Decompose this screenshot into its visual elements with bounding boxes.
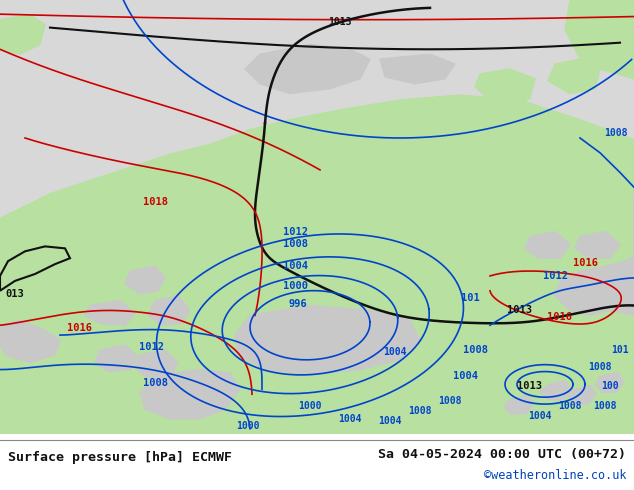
Text: 1008: 1008 xyxy=(462,345,488,355)
Polygon shape xyxy=(125,266,165,294)
Text: 101: 101 xyxy=(611,345,629,355)
Text: 1004: 1004 xyxy=(339,414,362,424)
Text: 1000: 1000 xyxy=(298,401,321,411)
Polygon shape xyxy=(0,274,95,340)
Text: 1016: 1016 xyxy=(548,312,573,322)
Text: 100: 100 xyxy=(601,381,619,392)
Polygon shape xyxy=(495,360,620,414)
Text: 1008: 1008 xyxy=(604,128,628,138)
Polygon shape xyxy=(0,0,634,217)
Text: Surface pressure [hPa] ECMWF: Surface pressure [hPa] ECMWF xyxy=(8,451,232,465)
Text: 101: 101 xyxy=(461,293,479,303)
Polygon shape xyxy=(525,232,570,258)
Text: 1013: 1013 xyxy=(328,17,352,26)
Polygon shape xyxy=(515,143,634,256)
Text: 1016: 1016 xyxy=(573,258,597,268)
Polygon shape xyxy=(540,380,572,400)
Text: 1008: 1008 xyxy=(143,378,167,389)
Polygon shape xyxy=(0,242,65,286)
Polygon shape xyxy=(235,306,420,374)
Polygon shape xyxy=(575,232,620,258)
Text: ©weatheronline.co.uk: ©weatheronline.co.uk xyxy=(484,469,626,483)
Text: 996: 996 xyxy=(288,298,307,309)
Polygon shape xyxy=(380,54,455,84)
Text: 1018: 1018 xyxy=(143,197,167,207)
Text: 1000: 1000 xyxy=(283,281,307,291)
Polygon shape xyxy=(568,385,596,404)
Polygon shape xyxy=(140,369,240,419)
Polygon shape xyxy=(85,300,135,325)
Polygon shape xyxy=(475,69,535,106)
Text: 1016: 1016 xyxy=(67,323,93,333)
Text: 1004: 1004 xyxy=(378,416,402,426)
Text: 1000: 1000 xyxy=(236,421,260,431)
Text: 1008: 1008 xyxy=(408,406,432,416)
Polygon shape xyxy=(595,372,624,392)
Polygon shape xyxy=(0,345,85,394)
Polygon shape xyxy=(0,320,60,363)
Polygon shape xyxy=(548,59,600,94)
Polygon shape xyxy=(504,395,534,414)
Polygon shape xyxy=(565,0,634,79)
Text: 1004: 1004 xyxy=(283,261,307,271)
Text: 1008: 1008 xyxy=(593,401,617,411)
Text: 1013: 1013 xyxy=(507,305,533,316)
Polygon shape xyxy=(135,350,178,378)
Text: 1008: 1008 xyxy=(438,396,462,406)
Polygon shape xyxy=(555,197,634,316)
Text: 1004: 1004 xyxy=(453,371,477,381)
Text: Sa 04-05-2024 00:00 UTC (00+72): Sa 04-05-2024 00:00 UTC (00+72) xyxy=(378,448,626,461)
Text: 1008: 1008 xyxy=(588,362,612,371)
Text: 1012: 1012 xyxy=(543,271,567,281)
Text: 1008: 1008 xyxy=(559,401,582,411)
Text: 1008: 1008 xyxy=(283,240,307,249)
Text: 1012: 1012 xyxy=(139,342,164,352)
Text: 1012: 1012 xyxy=(283,226,309,237)
Polygon shape xyxy=(0,0,80,197)
Text: 1004: 1004 xyxy=(528,411,552,421)
Polygon shape xyxy=(148,295,190,325)
Polygon shape xyxy=(0,15,45,54)
Text: 1013: 1013 xyxy=(517,381,543,392)
Polygon shape xyxy=(245,45,370,94)
Text: 1004: 1004 xyxy=(383,347,407,357)
Text: 013: 013 xyxy=(5,289,23,299)
Polygon shape xyxy=(95,345,138,371)
